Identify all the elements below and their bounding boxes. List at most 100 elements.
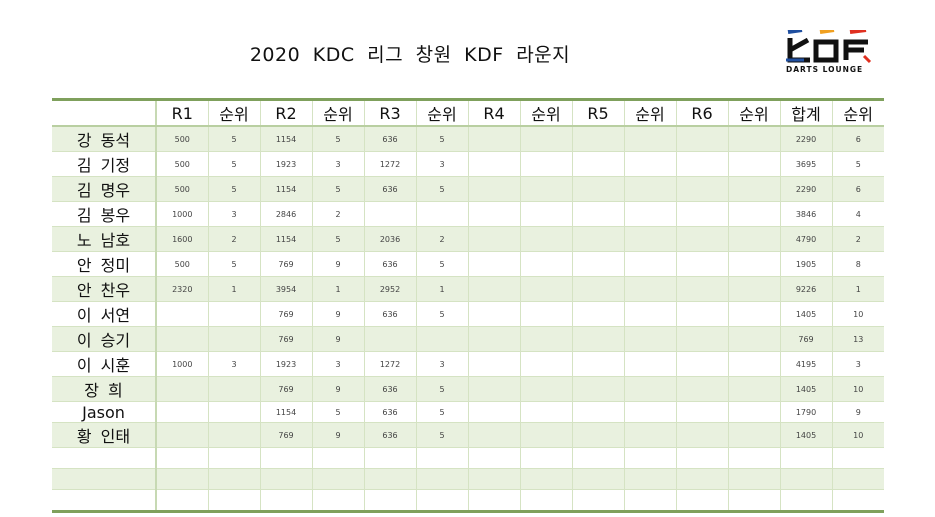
score-cell: 636	[363, 422, 416, 448]
table-row: 강 동석 500 5 1154 5 636 5 2290 6	[52, 126, 884, 152]
score-cell	[155, 422, 208, 448]
score-cell	[831, 489, 884, 512]
score-cell	[623, 422, 676, 448]
score-cell	[623, 376, 676, 402]
score-cell	[727, 326, 780, 352]
score-cell	[363, 489, 416, 512]
score-cell	[727, 151, 780, 177]
score-cell	[467, 126, 520, 152]
column-header: 순위	[519, 99, 572, 127]
score-cell: 10	[831, 376, 884, 402]
score-cell: 9	[311, 326, 364, 352]
score-cell	[727, 376, 780, 402]
score-cell	[779, 468, 832, 490]
score-cell	[623, 468, 676, 490]
score-cell: 1405	[779, 301, 832, 327]
score-cell	[259, 447, 312, 469]
score-cell	[519, 301, 572, 327]
score-cell: 9	[831, 401, 884, 423]
score-cell	[467, 251, 520, 277]
column-header: 순위	[207, 99, 260, 127]
score-cell: 769	[259, 376, 312, 402]
score-cell	[675, 126, 728, 152]
table-row	[52, 447, 884, 469]
score-cell	[519, 401, 572, 423]
score-cell	[207, 326, 260, 352]
score-cell	[623, 201, 676, 227]
table-row	[52, 489, 884, 512]
score-cell: 1272	[363, 351, 416, 377]
page-title: 2020 KDC 리그 창원 KDF 라운지	[249, 44, 571, 66]
score-cell: 5	[207, 251, 260, 277]
score-cell	[519, 468, 572, 490]
column-header: 순위	[727, 99, 780, 127]
score-cell: 769	[259, 326, 312, 352]
score-cell	[415, 447, 468, 469]
table-row: 김 기정 500 5 1923 3 1272 3 3695 5	[52, 151, 884, 177]
table-row	[52, 468, 884, 490]
score-cell	[155, 326, 208, 352]
column-header: R4	[467, 99, 520, 127]
score-cell: 2	[207, 226, 260, 252]
score-cell: 5	[415, 176, 468, 202]
player-name: 장 희	[52, 376, 156, 402]
score-cell: 3	[415, 351, 468, 377]
score-cell	[155, 447, 208, 469]
score-cell	[571, 226, 624, 252]
score-cell	[467, 376, 520, 402]
score-cell: 5	[415, 422, 468, 448]
score-cell: 3	[207, 351, 260, 377]
score-cell	[363, 201, 416, 227]
player-name: 이 서연	[52, 301, 156, 327]
player-name: 황 인태	[52, 422, 156, 448]
player-name	[52, 468, 156, 490]
score-cell	[727, 489, 780, 512]
score-cell	[675, 201, 728, 227]
score-cell	[571, 151, 624, 177]
score-cell: 636	[363, 126, 416, 152]
score-cell	[519, 151, 572, 177]
score-cell	[623, 126, 676, 152]
score-cell: 2846	[259, 201, 312, 227]
score-cell: 10	[831, 422, 884, 448]
player-name	[52, 489, 156, 512]
score-cell: 5	[311, 126, 364, 152]
player-name: 김 기정	[52, 151, 156, 177]
score-cell: 1	[831, 276, 884, 302]
column-header	[52, 99, 156, 127]
score-cell	[519, 351, 572, 377]
score-cell: 9	[311, 376, 364, 402]
score-cell	[571, 447, 624, 469]
score-cell	[727, 301, 780, 327]
score-cell	[207, 422, 260, 448]
score-cell: 636	[363, 176, 416, 202]
kdf-logo: DARTS LOUNGE	[784, 28, 878, 76]
column-header: R3	[363, 99, 416, 127]
score-cell	[467, 301, 520, 327]
score-cell	[467, 401, 520, 423]
score-cell	[571, 401, 624, 423]
score-cell	[155, 376, 208, 402]
score-cell	[571, 126, 624, 152]
player-name: 김 명우	[52, 176, 156, 202]
score-cell: 4195	[779, 351, 832, 377]
player-name: 이 시훈	[52, 351, 156, 377]
score-cell	[675, 251, 728, 277]
column-header: 순위	[831, 99, 884, 127]
score-cell: 5	[311, 401, 364, 423]
score-cell	[571, 251, 624, 277]
score-cell	[571, 201, 624, 227]
score-cell	[467, 468, 520, 490]
score-cell: 1405	[779, 422, 832, 448]
table-row: 노 남호 1600 2 1154 5 2036 2 4790 2	[52, 226, 884, 252]
player-name: 김 봉우	[52, 201, 156, 227]
score-cell	[467, 226, 520, 252]
player-name	[52, 447, 156, 469]
score-cell: 500	[155, 126, 208, 152]
score-cell: 4790	[779, 226, 832, 252]
score-cell: 1	[207, 276, 260, 302]
score-cell: 5	[831, 151, 884, 177]
score-cell	[415, 468, 468, 490]
score-cell	[571, 176, 624, 202]
score-cell	[675, 326, 728, 352]
